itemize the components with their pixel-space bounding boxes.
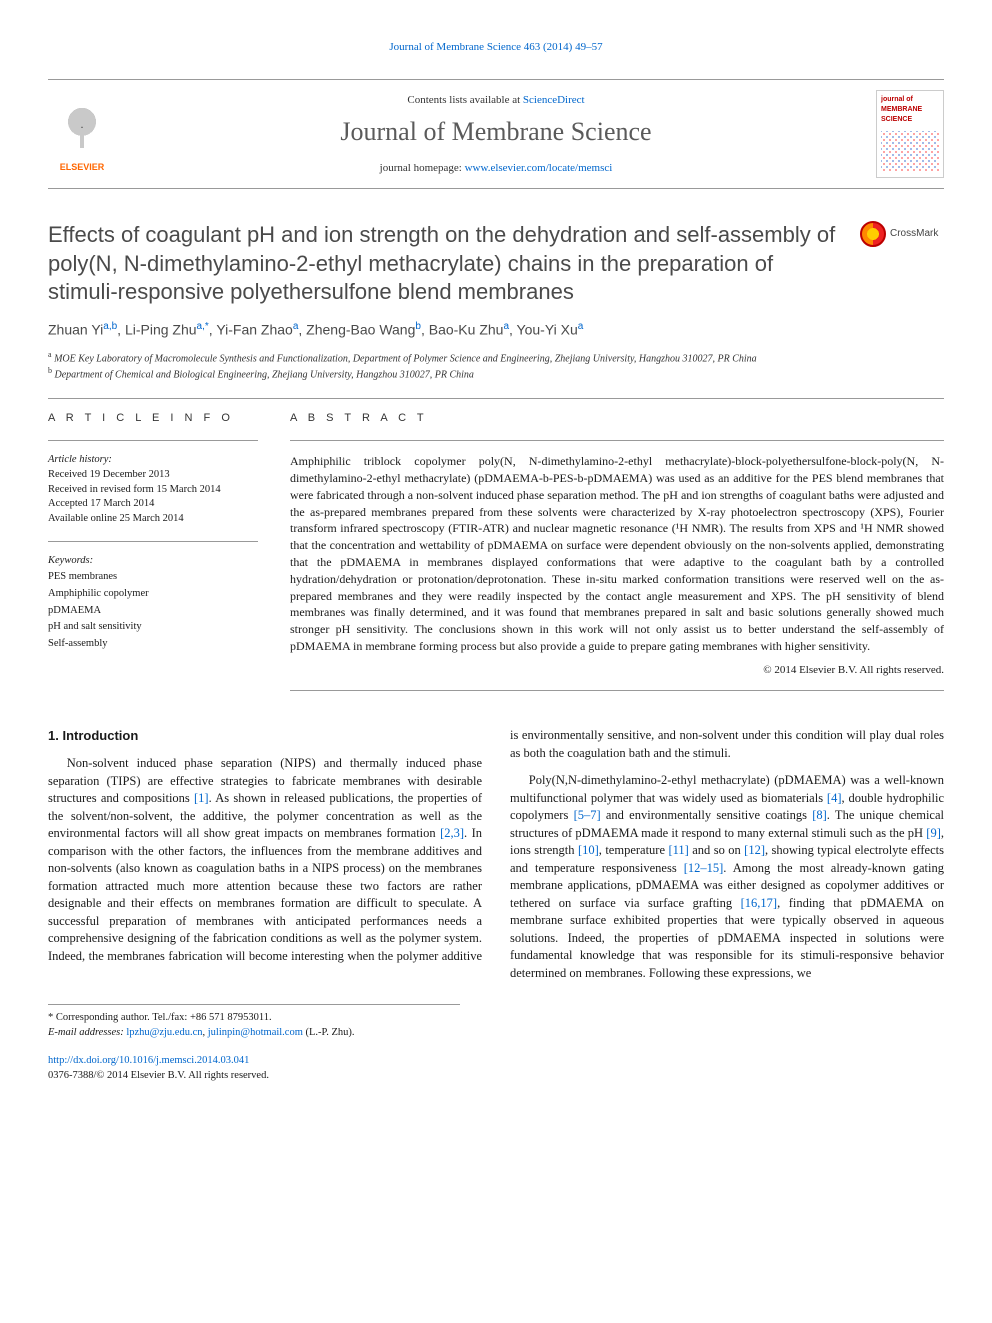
email-line: E-mail addresses: lpzhu@zju.edu.cn, juli… [48,1026,460,1041]
header-center: Contents lists available at ScienceDirec… [132,93,860,176]
contents-prefix: Contents lists available at [407,94,522,106]
corresponding-note: * Corresponding author. Tel./fax: +86 57… [48,1011,460,1026]
crossmark-icon [860,221,886,247]
elsevier-logo: ELSEVIER [48,95,116,173]
author: Zheng-Bao Wang [306,322,415,338]
article-info-heading: A R T I C L E I N F O [48,411,258,426]
email-tail: (L.-P. Zhu). [303,1027,355,1038]
author-aff: a,b [103,321,117,332]
history-label: Article history: [48,453,258,468]
keyword: Amphiphilic copolymer [48,587,258,602]
article-info-column: A R T I C L E I N F O Article history: R… [48,411,258,703]
email-link[interactable]: julinpin@hotmail.com [208,1027,303,1038]
elsevier-label: ELSEVIER [60,161,105,174]
citation-link[interactable]: [12–15] [684,861,724,875]
aff-key: b [48,366,52,375]
author-aff: a [503,321,509,332]
author-aff: a,* [197,321,209,332]
citation-link[interactable]: [8] [812,808,827,822]
keyword: PES membranes [48,570,258,585]
article-title: Effects of coagulant pH and ion strength… [48,221,844,305]
author: Yi-Fan Zhao [216,322,293,338]
divider [48,440,258,441]
homepage-prefix: journal homepage: [380,162,465,174]
text: , temperature [599,843,669,857]
keywords-label: Keywords: [48,554,258,569]
divider [48,398,944,399]
homepage-link[interactable]: www.elsevier.com/locate/memsci [465,162,613,174]
divider [290,440,944,441]
crossmark-label: CrossMark [890,227,938,241]
citation-link[interactable]: [2,3] [440,826,464,840]
abstract-copyright: © 2014 Elsevier B.V. All rights reserved… [290,663,944,678]
author: Zhuan Yi [48,322,103,338]
keyword: pH and salt sensitivity [48,620,258,635]
author: Li-Ping Zhu [125,322,197,338]
homepage-line: journal homepage: www.elsevier.com/locat… [132,161,860,176]
elsevier-tree-icon [54,105,110,161]
affiliation: b Department of Chemical and Biological … [48,366,944,382]
affiliation: a MOE Key Laboratory of Macromolecule Sy… [48,350,944,366]
author: You-Yi Xu [517,322,578,338]
doi-link[interactable]: http://dx.doi.org/10.1016/j.memsci.2014.… [48,1055,249,1066]
citation-link[interactable]: [10] [578,843,599,857]
divider [290,690,944,691]
aff-key: a [48,350,52,359]
author-aff: a [293,321,299,332]
text: . In comparison with the other factors, … [48,826,482,945]
keyword: pDMAEMA [48,604,258,619]
authors-line: Zhuan Yia,b, Li-Ping Zhua,*, Yi-Fan Zhao… [48,320,944,340]
issn-copyright: 0376-7388/© 2014 Elsevier B.V. All right… [48,1069,944,1084]
email-link[interactable]: lpzhu@zju.edu.cn [126,1027,202,1038]
journal-reference: Journal of Membrane Science 463 (2014) 4… [48,40,944,55]
abstract-heading: A B S T R A C T [290,411,944,426]
text: and so on [689,843,744,857]
intro-heading: 1. Introduction [48,727,482,745]
abstract-column: A B S T R A C T Amphiphilic triblock cop… [290,411,944,703]
citation-link[interactable]: [11] [668,843,688,857]
citation-link[interactable]: [4] [827,791,842,805]
author-aff: a [578,321,584,332]
cover-line1: journal of [881,95,939,105]
journal-name: Journal of Membrane Science [132,114,860,150]
author-aff: b [415,321,421,332]
history-online: Available online 25 March 2014 [48,512,258,527]
cover-line3: SCIENCE [881,115,939,125]
divider [48,541,258,542]
intro-paragraph: Poly(N,N-dimethylamino-2-ethyl methacryl… [510,772,944,982]
citation-link[interactable]: [12] [744,843,765,857]
body-columns: 1. Introduction Non-solvent induced phas… [48,727,944,982]
aff-text: MOE Key Laboratory of Macromolecule Synt… [54,353,757,364]
text: and environmentally sensitive coatings [601,808,813,822]
history-accepted: Accepted 17 March 2014 [48,497,258,512]
aff-text: Department of Chemical and Biological En… [55,369,474,380]
crossmark-widget[interactable]: CrossMark [860,221,944,247]
citation-link[interactable]: [5–7] [574,808,601,822]
abstract-text: Amphiphilic triblock copolymer poly(N, N… [290,453,944,655]
cover-line2: MEMBRANE [881,105,939,115]
journal-header: ELSEVIER Contents lists available at Sci… [48,79,944,189]
keyword: Self-assembly [48,637,258,652]
citation-link[interactable]: [1] [194,791,209,805]
keywords-block: Keywords: PES membranes Amphiphilic copo… [48,554,258,652]
doi-line: http://dx.doi.org/10.1016/j.memsci.2014.… [48,1054,944,1069]
email-label: E-mail addresses: [48,1027,126,1038]
author: Bao-Ku Zhu [429,322,504,338]
affiliations: a MOE Key Laboratory of Macromolecule Sy… [48,350,944,382]
history-revised: Received in revised form 15 March 2014 [48,483,258,498]
corresponding-author-block: * Corresponding author. Tel./fax: +86 57… [48,1004,460,1040]
cover-art-icon [881,131,939,171]
history-received: Received 19 December 2013 [48,468,258,483]
citation-link[interactable]: [9] [926,826,941,840]
journal-cover-thumb: journal of MEMBRANE SCIENCE [876,90,944,178]
contents-line: Contents lists available at ScienceDirec… [132,93,860,108]
sciencedirect-link[interactable]: ScienceDirect [523,94,585,106]
citation-link[interactable]: [16,17] [741,896,777,910]
history-block: Article history: Received 19 December 20… [48,453,258,526]
